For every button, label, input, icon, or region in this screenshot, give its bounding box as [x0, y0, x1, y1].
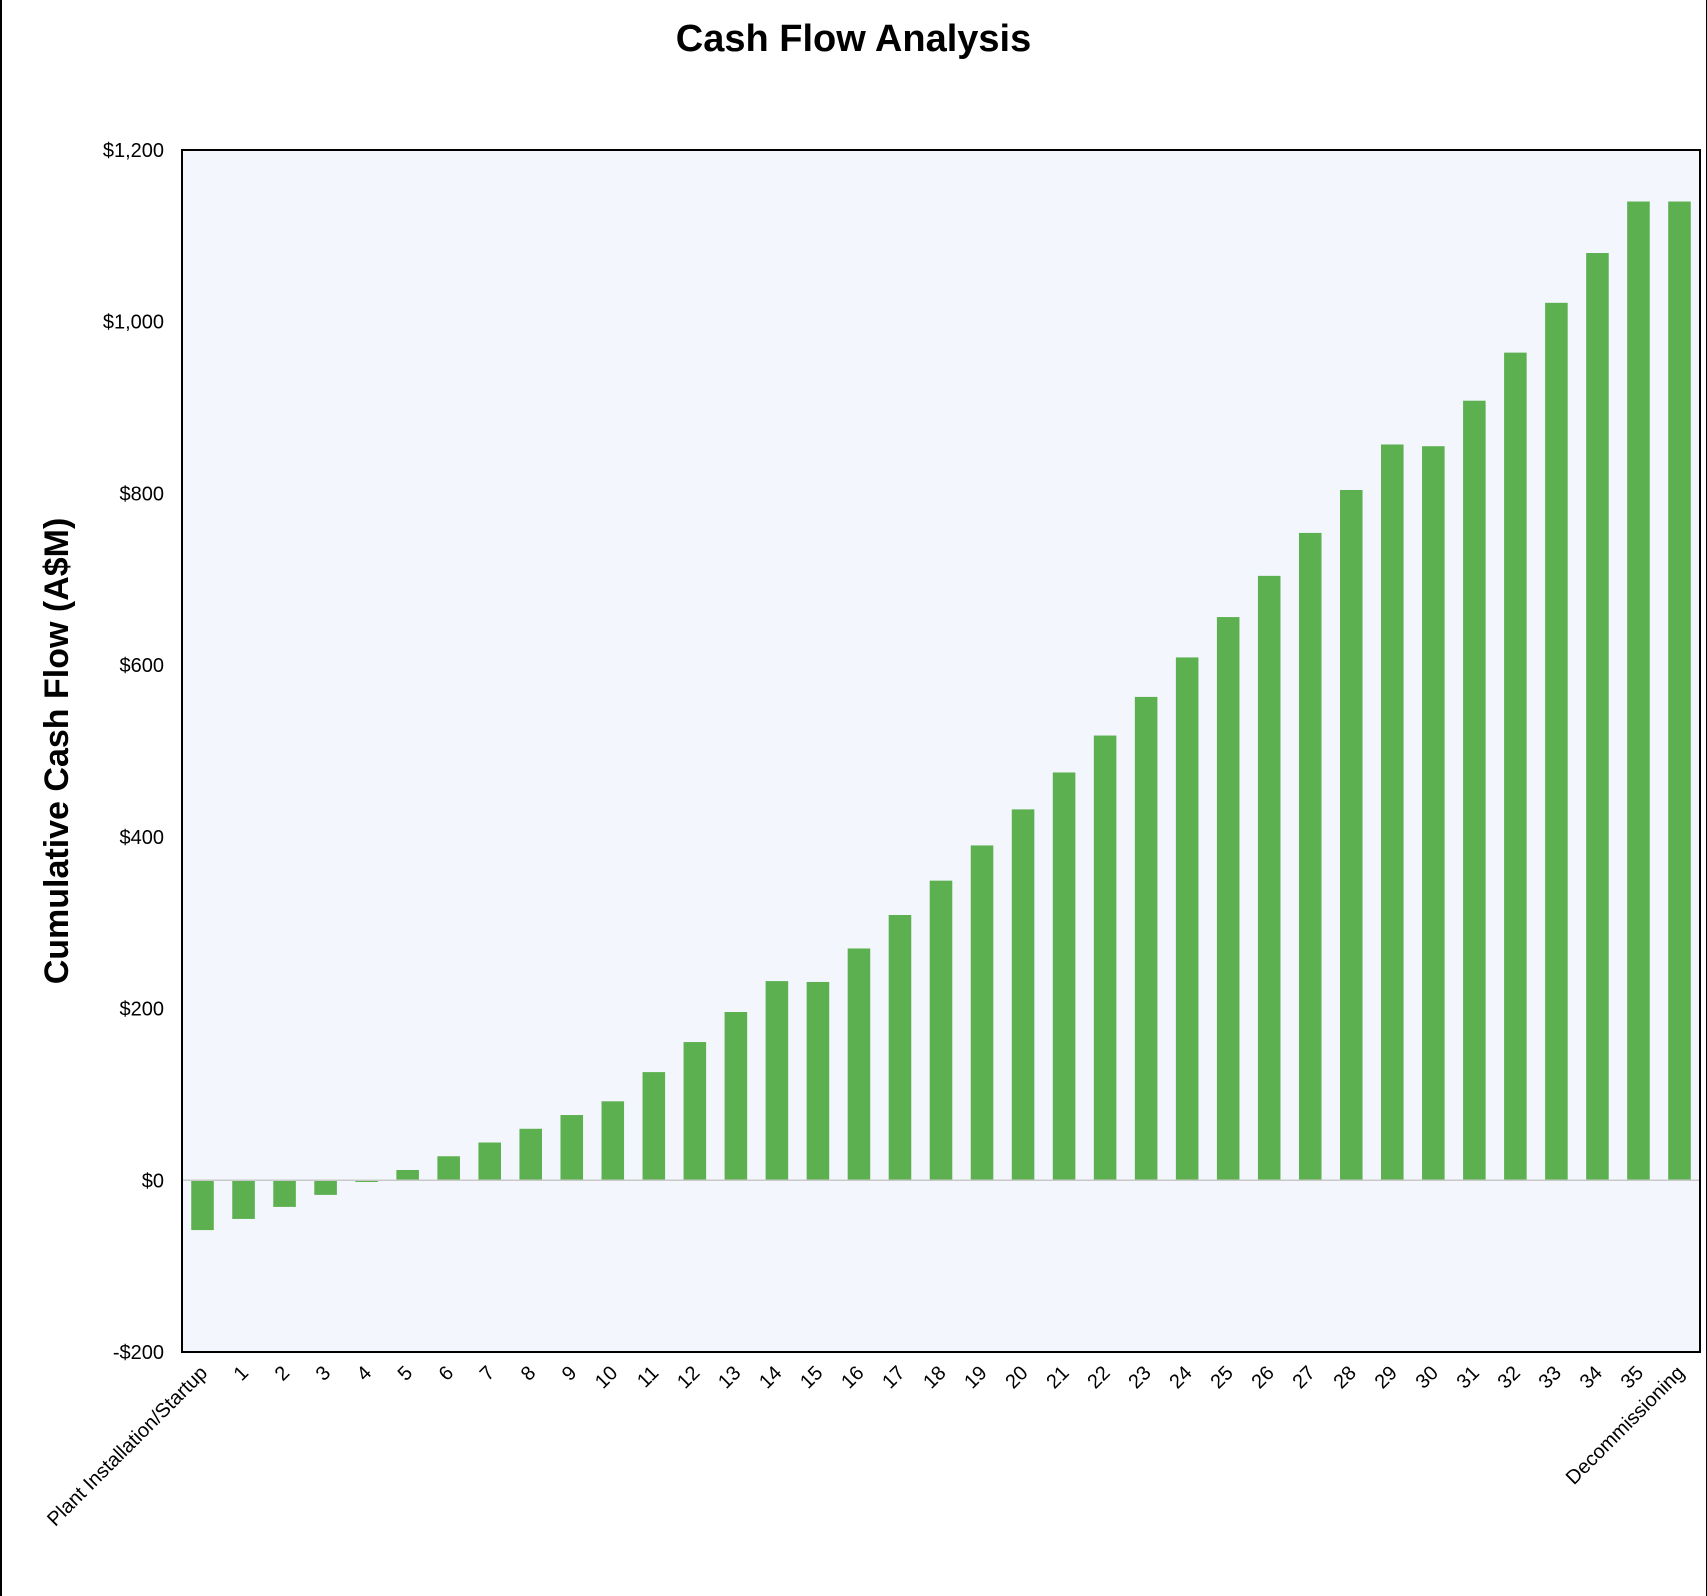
x-tick-label: 11 [633, 1362, 663, 1392]
bar [929, 880, 953, 1181]
x-tick-label: 32 [1494, 1362, 1525, 1393]
bar [1545, 302, 1568, 1181]
x-tick-label: 20 [1001, 1362, 1032, 1393]
x-tick-label: 12 [673, 1362, 704, 1393]
bar [847, 948, 871, 1181]
x-tick-label: 28 [1330, 1362, 1361, 1393]
chart-title: Cash Flow Analysis [675, 18, 1032, 60]
bar [1381, 444, 1404, 1181]
x-tick-label: 3 [312, 1362, 335, 1385]
x-tick-label: 1 [230, 1362, 253, 1385]
bar [765, 981, 789, 1181]
bar [1216, 617, 1240, 1181]
bar [601, 1101, 625, 1181]
bar [1093, 735, 1117, 1181]
bar [1175, 657, 1199, 1181]
y-axis-ticks: -$200 $0 $200 $400 $600 $800 $1,000 $1,200 [103, 140, 164, 1364]
x-tick-label: 16 [837, 1362, 868, 1393]
bar [1586, 253, 1609, 1181]
y-tick-label: $800 [120, 483, 165, 505]
bar [1011, 809, 1035, 1181]
bar [888, 914, 912, 1181]
bar [478, 1142, 501, 1181]
left-border [0, 0, 2, 1596]
x-tick-label: 7 [476, 1362, 499, 1385]
bar [232, 1180, 255, 1219]
bar [642, 1072, 666, 1181]
bar [519, 1128, 543, 1181]
bar [683, 1042, 707, 1181]
x-tick-label: 5 [394, 1362, 417, 1385]
bar [1627, 201, 1650, 1181]
x-tick-label: 31 [1453, 1362, 1484, 1393]
x-tick-label: 21 [1042, 1362, 1073, 1393]
x-tick-label: 34 [1576, 1362, 1607, 1393]
x-tick-label: 25 [1206, 1362, 1237, 1393]
y-tick-label: $1,200 [103, 140, 164, 162]
x-tick-label: 22 [1083, 1362, 1114, 1393]
x-axis-ticks: Plant Installation/Startup 1 2 3 4 5 6 7 8 9 10 11 1… [43, 1362, 1689, 1531]
x-tick-label: 23 [1124, 1362, 1155, 1393]
bar [1298, 532, 1322, 1181]
bar [437, 1156, 460, 1181]
y-tick-label: $400 [120, 827, 165, 849]
x-tick-label: Plant Installation/Startup [43, 1362, 212, 1531]
bar [1134, 696, 1158, 1181]
x-tick-label: 27 [1288, 1362, 1319, 1393]
bar [1052, 772, 1076, 1181]
bar [396, 1169, 419, 1181]
x-tick-label: 6 [435, 1362, 458, 1385]
x-tick-label: 14 [755, 1362, 786, 1393]
x-tick-label: 8 [517, 1362, 540, 1385]
x-tick-label: 33 [1535, 1362, 1566, 1393]
x-tick-label: 30 [1412, 1362, 1443, 1393]
x-tick-label: 17 [878, 1362, 909, 1393]
x-tick-label: 24 [1165, 1362, 1196, 1393]
x-tick-label: 15 [796, 1362, 827, 1393]
x-tick-label: 29 [1371, 1362, 1402, 1393]
bar [1463, 400, 1486, 1181]
x-tick-label: 13 [714, 1362, 745, 1393]
bar [1668, 201, 1691, 1181]
y-axis-label: Cumulative Cash Flow (A$M) [38, 518, 76, 985]
bar-group [191, 201, 1691, 1231]
bar [191, 1180, 214, 1231]
x-tick-label: 10 [591, 1362, 622, 1393]
x-tick-label: 26 [1247, 1362, 1278, 1393]
x-tick-label: 2 [271, 1362, 294, 1385]
plot-frame [181, 149, 1701, 1353]
bar [314, 1180, 337, 1195]
bar [806, 981, 830, 1181]
bar [273, 1180, 296, 1207]
y-tick-label: -$200 [113, 1342, 164, 1364]
x-tick-label: 35 [1617, 1362, 1648, 1393]
x-tick-label: 18 [919, 1362, 950, 1393]
bar [970, 845, 994, 1181]
bar [355, 1180, 378, 1183]
y-tick-label: $200 [120, 999, 165, 1021]
x-tick-label: 9 [558, 1362, 581, 1385]
x-tick-label: 19 [960, 1362, 991, 1393]
x-tick-label: 4 [353, 1362, 376, 1385]
bar [1339, 489, 1363, 1181]
bar [560, 1115, 584, 1181]
bar [1422, 446, 1445, 1181]
y-tick-label: $1,000 [103, 312, 164, 334]
bar [1257, 575, 1281, 1181]
y-tick-label: $0 [142, 1170, 164, 1192]
bar [1504, 352, 1527, 1181]
bar [724, 1012, 748, 1181]
y-tick-label: $600 [120, 655, 165, 677]
